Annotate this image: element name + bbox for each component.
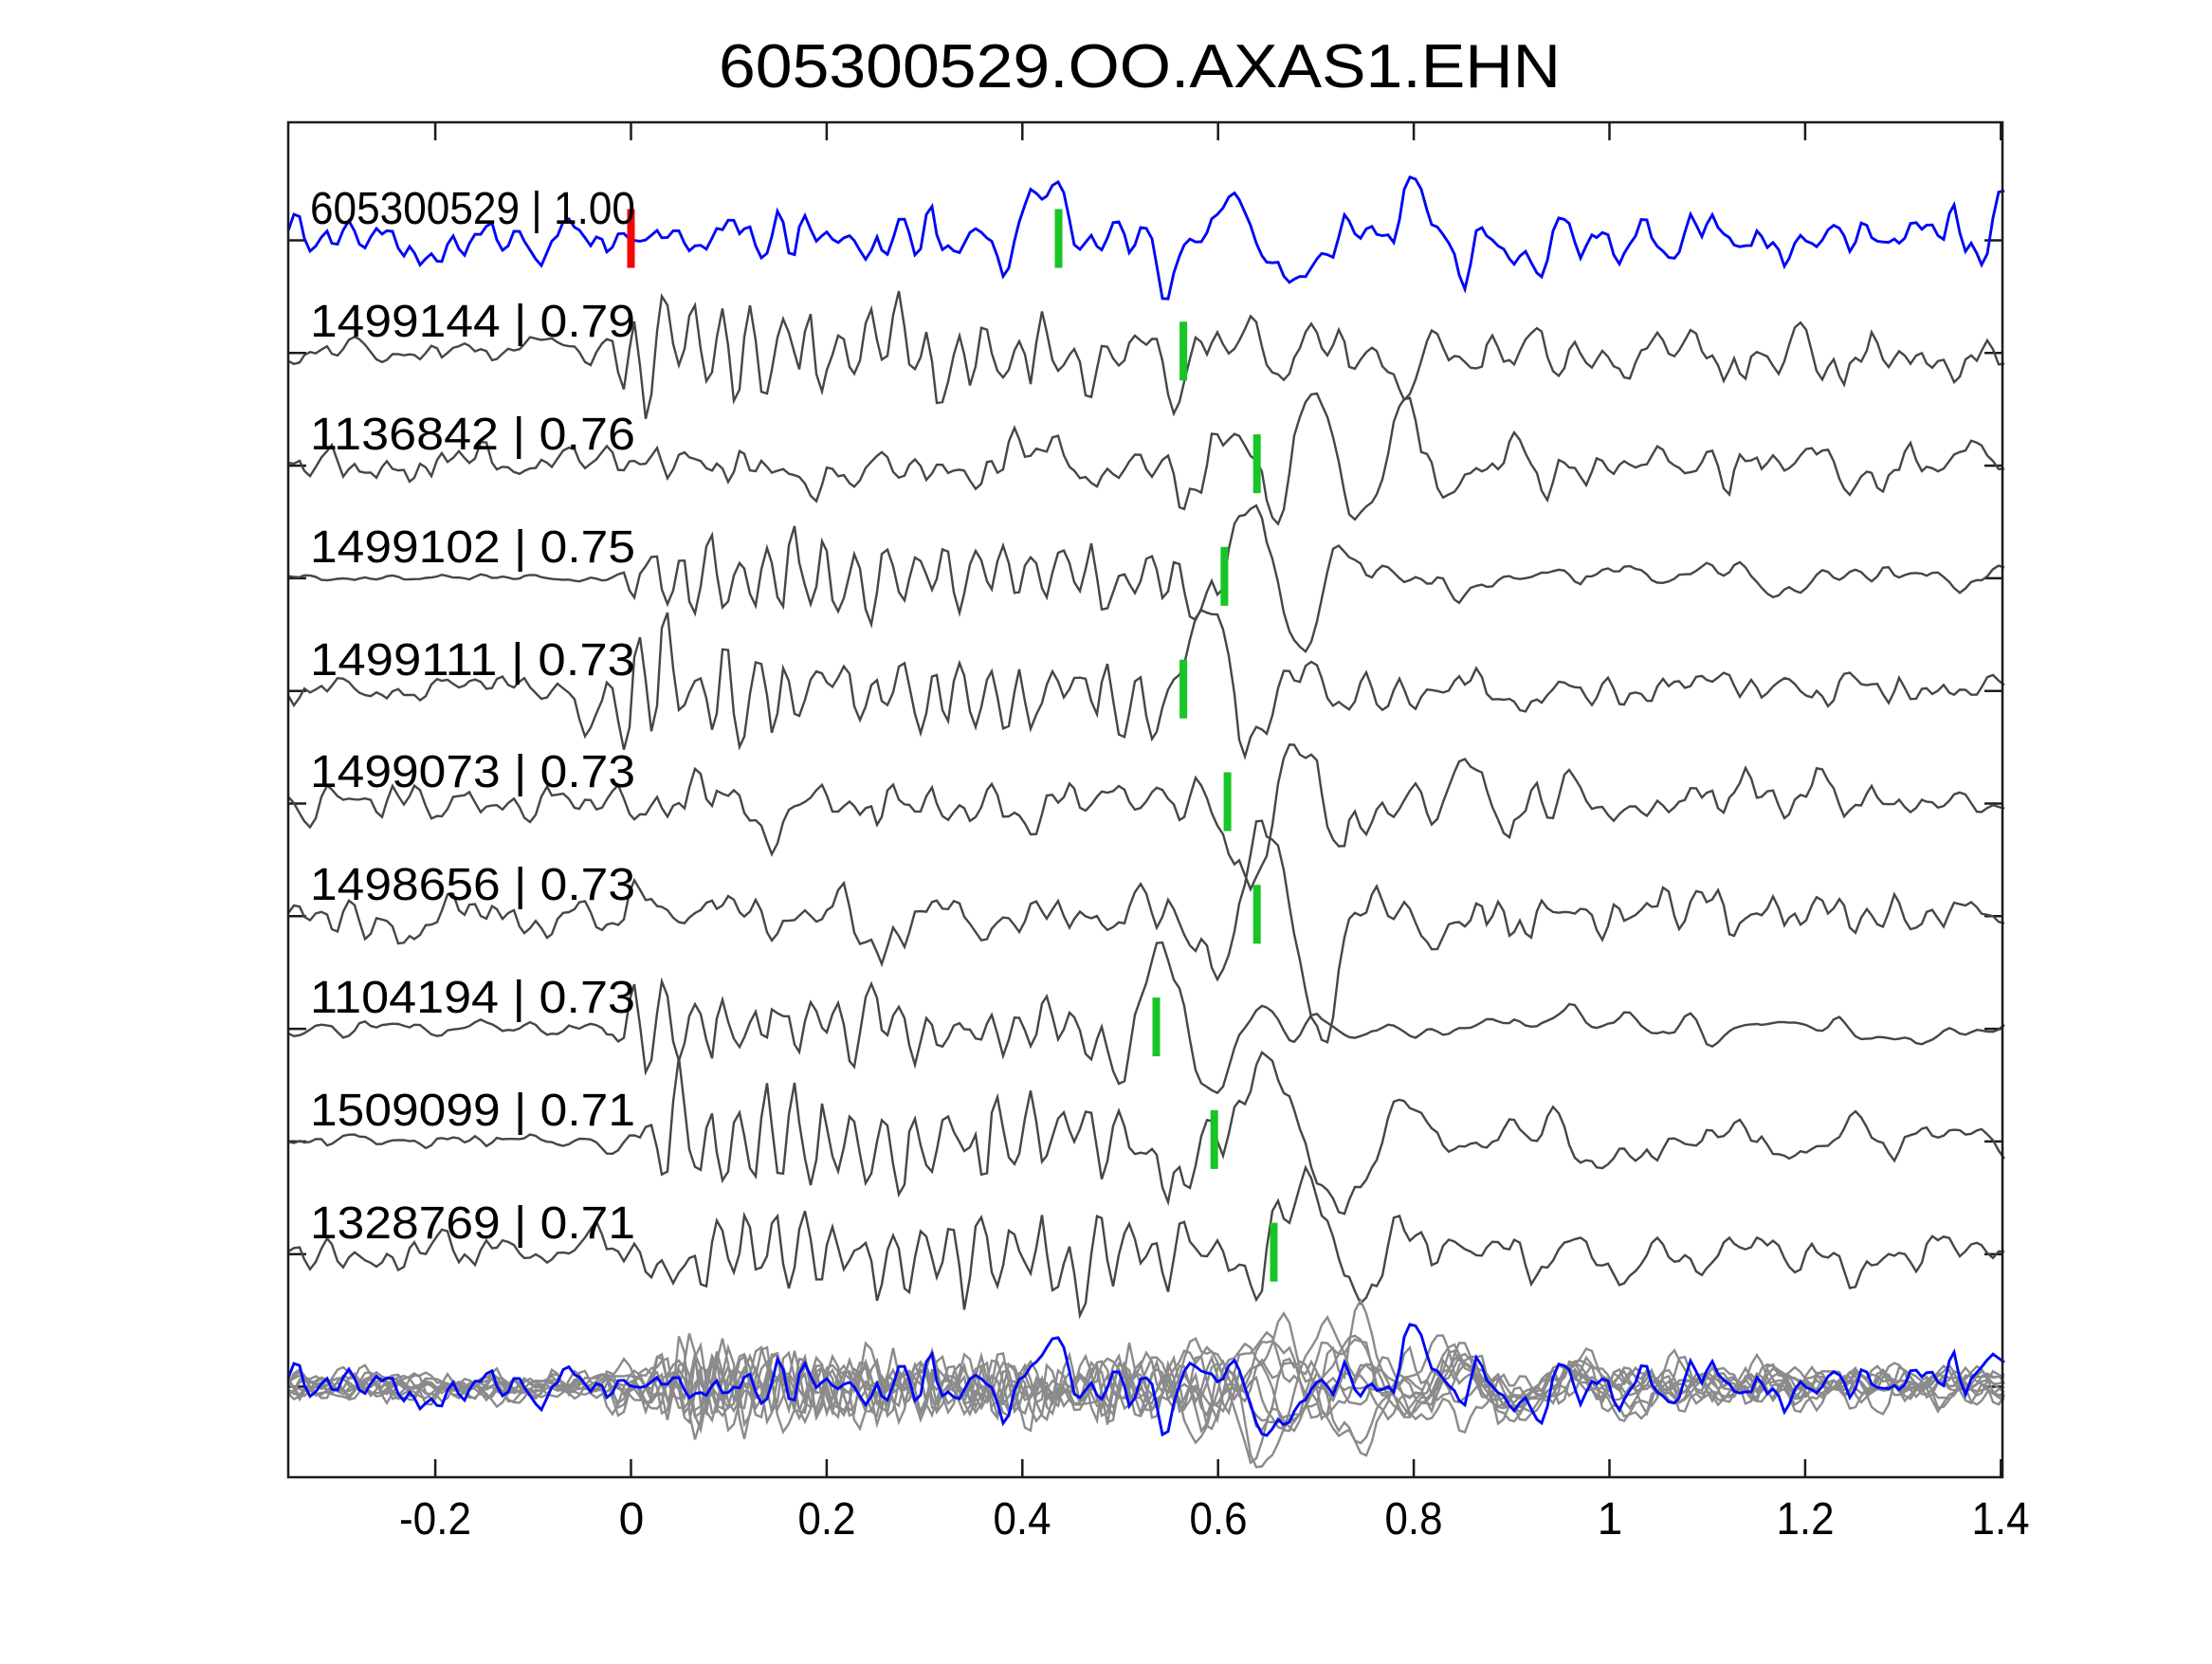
svg-text:1499102 | 0.75: 1499102 | 0.75 bbox=[310, 522, 635, 573]
svg-text:0: 0 bbox=[619, 1494, 645, 1545]
svg-text:605300529.OO.AXAS1.EHN: 605300529.OO.AXAS1.EHN bbox=[719, 31, 1561, 101]
svg-text:1499073 | 0.73: 1499073 | 0.73 bbox=[310, 747, 635, 797]
svg-text:1136842 | 0.76: 1136842 | 0.76 bbox=[310, 410, 635, 460]
svg-text:605300529 | 1.00: 605300529 | 1.00 bbox=[310, 184, 635, 234]
svg-text:-0.2: -0.2 bbox=[399, 1494, 471, 1545]
svg-text:0.8: 0.8 bbox=[1385, 1494, 1443, 1545]
svg-text:1328769 | 0.71: 1328769 | 0.71 bbox=[310, 1198, 635, 1249]
svg-text:1498656 | 0.73: 1498656 | 0.73 bbox=[310, 860, 635, 910]
svg-text:1499111 | 0.73: 1499111 | 0.73 bbox=[310, 635, 635, 686]
svg-text:1: 1 bbox=[1598, 1494, 1623, 1545]
svg-text:1509099 | 0.71: 1509099 | 0.71 bbox=[310, 1086, 635, 1136]
svg-text:1.4: 1.4 bbox=[1972, 1494, 2030, 1545]
svg-text:1.2: 1.2 bbox=[1777, 1494, 1835, 1545]
svg-text:1104194 | 0.73: 1104194 | 0.73 bbox=[310, 973, 635, 1023]
svg-text:0.6: 0.6 bbox=[1190, 1494, 1248, 1545]
svg-text:1499144 | 0.79: 1499144 | 0.79 bbox=[310, 297, 635, 347]
svg-text:0.4: 0.4 bbox=[994, 1494, 1051, 1545]
svg-text:0.2: 0.2 bbox=[798, 1494, 856, 1545]
